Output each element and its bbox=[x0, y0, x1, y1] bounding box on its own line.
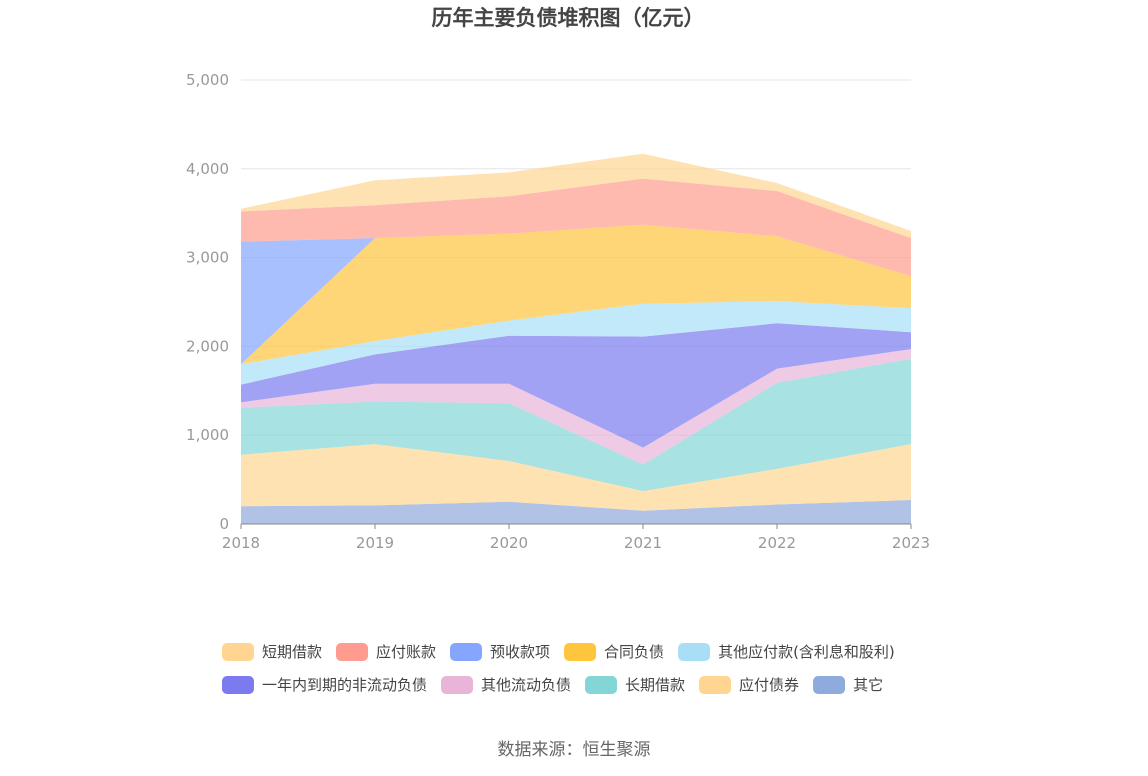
y-axis: 0 1,000 2,000 3,000 4,000 5,000 bbox=[186, 71, 229, 533]
legend-label: 其它 bbox=[853, 676, 883, 694]
legend-swatch bbox=[699, 676, 732, 694]
legend-label: 应付账款 bbox=[376, 643, 436, 661]
y-tick-label: 0 bbox=[219, 515, 229, 533]
area-series bbox=[241, 153, 911, 524]
legend-swatch bbox=[564, 643, 597, 661]
legend-label: 短期借款 bbox=[262, 643, 322, 661]
area-series-9 bbox=[241, 153, 911, 239]
legend-item[interactable]: 预收款项 bbox=[450, 643, 550, 661]
legend-item[interactable]: 其他应付款(含利息和股利) bbox=[678, 643, 895, 661]
y-tick-label: 1,000 bbox=[186, 426, 229, 444]
legend-swatch bbox=[678, 643, 711, 661]
legend-swatch bbox=[450, 643, 483, 661]
area-series-2 bbox=[241, 358, 911, 492]
x-axis: 2018 2019 2020 2021 2022 2023 bbox=[222, 523, 930, 552]
legend-swatch bbox=[813, 676, 846, 694]
legend-item[interactable]: 合同负债 bbox=[564, 643, 664, 661]
legend-swatch bbox=[222, 643, 254, 661]
legend-label: 一年内到期的非流动负债 bbox=[262, 676, 427, 694]
x-tick-label: 2020 bbox=[490, 534, 528, 552]
x-tick-label: 2018 bbox=[222, 534, 260, 552]
y-tick-label: 3,000 bbox=[186, 249, 229, 267]
area-series-4 bbox=[241, 323, 911, 448]
legend-item[interactable]: 其他流动负债 bbox=[441, 676, 571, 694]
area-series-6 bbox=[241, 224, 911, 365]
legend-item[interactable]: 应付债券 bbox=[699, 676, 799, 694]
x-tick-label: 2019 bbox=[356, 534, 394, 552]
legend-item[interactable]: 应付账款 bbox=[336, 643, 436, 661]
legend-label: 其他应付款(含利息和股利) bbox=[718, 643, 895, 661]
legend-label: 应付债券 bbox=[739, 676, 799, 694]
source-text: 数据来源：恒生聚源 bbox=[498, 740, 651, 760]
legend-swatch bbox=[222, 676, 254, 694]
x-tick-label: 2021 bbox=[624, 534, 662, 552]
legend-item[interactable]: 短期借款 bbox=[222, 643, 322, 661]
area-series-8 bbox=[241, 178, 911, 277]
x-tick-label: 2022 bbox=[758, 534, 796, 552]
legend-label: 长期借款 bbox=[625, 676, 685, 694]
y-tick-label: 5,000 bbox=[186, 71, 229, 89]
legend-label: 合同负债 bbox=[604, 643, 664, 661]
area-series-1 bbox=[241, 444, 911, 511]
y-tick-label: 2,000 bbox=[186, 337, 229, 355]
legend-label: 预收款项 bbox=[490, 643, 550, 661]
legend-label: 其他流动负债 bbox=[481, 676, 571, 694]
legend-item[interactable]: 其它 bbox=[813, 676, 883, 694]
area-series-5 bbox=[241, 301, 911, 385]
legend-item[interactable]: 长期借款 bbox=[585, 676, 685, 694]
legend: 短期借款 应付账款 预收款项 合同负债 其他应付款(含利息和股利) 一年内到期的非流动负债… bbox=[222, 643, 895, 694]
x-tick-label: 2023 bbox=[892, 534, 930, 552]
legend-item[interactable]: 一年内到期的非流动负债 bbox=[222, 676, 427, 694]
y-tick-label: 4,000 bbox=[186, 160, 229, 178]
chart-title: 历年主要负债堆积图（亿元） bbox=[432, 6, 705, 30]
legend-swatch bbox=[585, 676, 618, 694]
legend-swatch bbox=[336, 643, 369, 661]
legend-swatch bbox=[441, 676, 474, 694]
area-series-3 bbox=[241, 349, 911, 465]
area-series-0 bbox=[241, 500, 911, 524]
